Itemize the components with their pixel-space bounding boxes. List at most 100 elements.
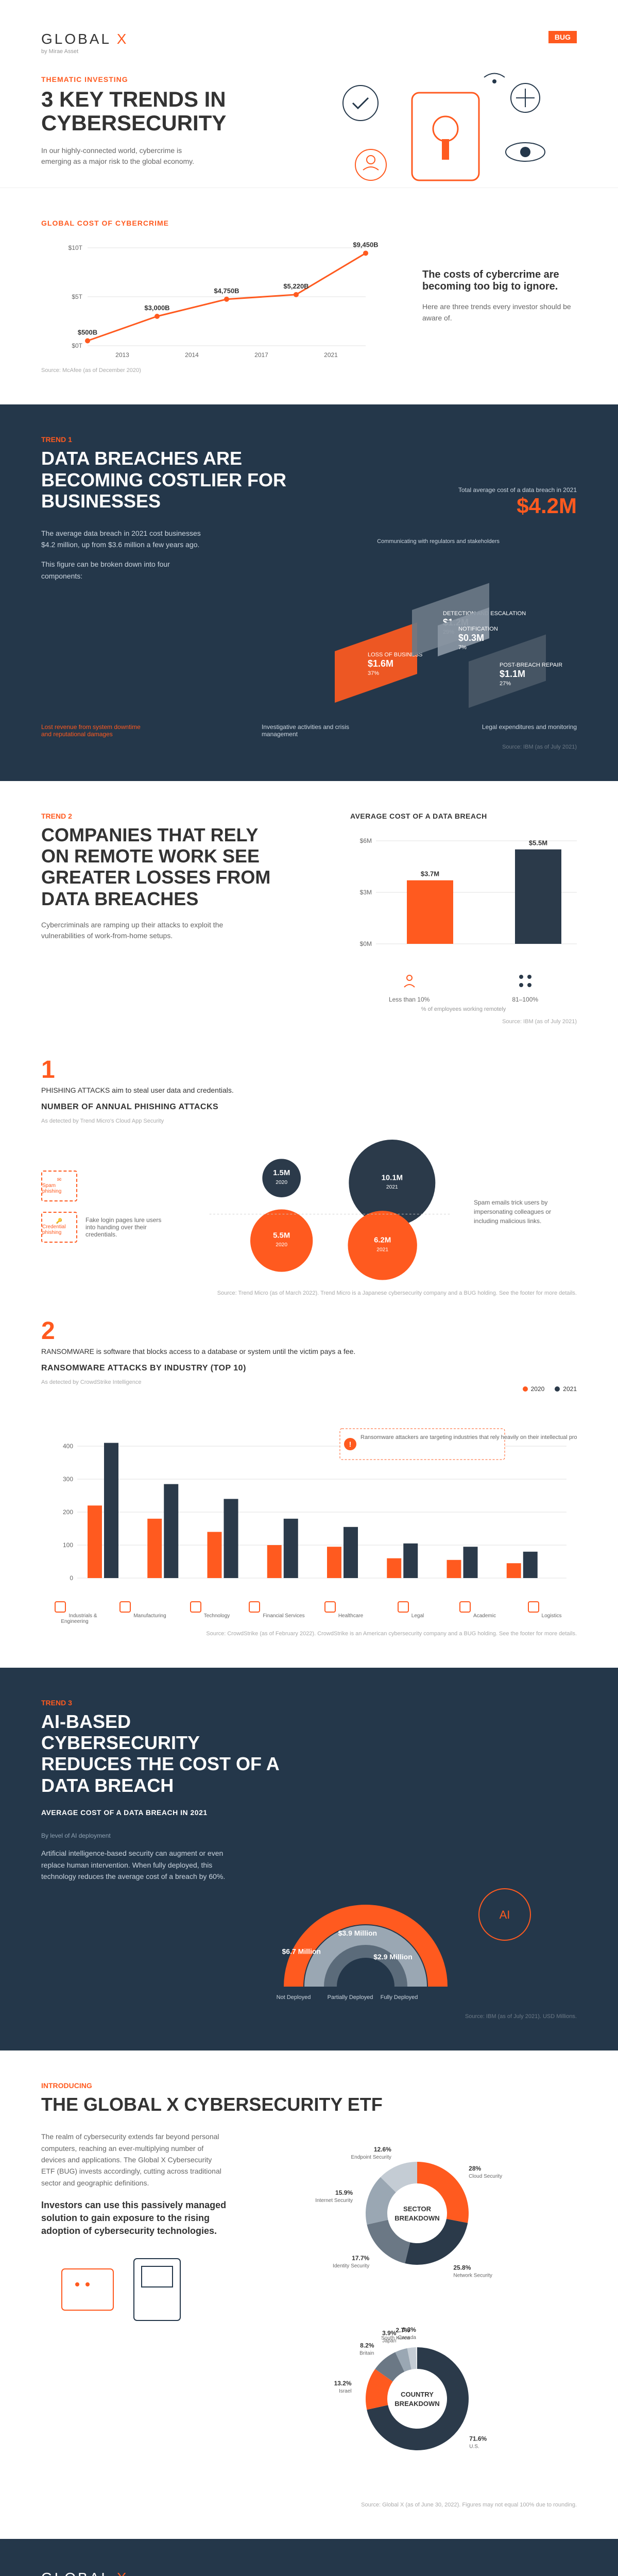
svg-text:BREAKDOWN: BREAKDOWN: [394, 2214, 439, 2222]
trend2-title: COMPANIES THAT RELY ON REMOTE WORK SEE G…: [41, 824, 288, 910]
svg-text:$5,220B: $5,220B: [283, 282, 308, 290]
svg-text:2021: 2021: [324, 351, 338, 359]
etf-p1: The realm of cybersecurity extends far b…: [41, 2131, 227, 2189]
svg-text:Endpoint Security: Endpoint Security: [351, 2155, 391, 2160]
brand-subtitle: by Mirae Asset: [41, 48, 577, 55]
svg-text:$9,450B: $9,450B: [353, 241, 378, 249]
svg-text:2020: 2020: [276, 1242, 287, 1248]
trend2-section: TREND 2 COMPANIES THAT RELY ON REMOTE WO…: [0, 781, 618, 1668]
country-donut: 71.6%U.S.13.2%Israel8.2%Britain3.9%Japan…: [258, 2316, 577, 2481]
svg-text:$6M: $6M: [360, 837, 372, 844]
svg-text:AI: AI: [500, 1908, 510, 1921]
svg-text:Internet Security: Internet Security: [315, 2198, 353, 2204]
cost-caption-text: Here are three trends every investor sho…: [422, 301, 577, 324]
ransomware-bar-chart: 0100200300400!Ransomware attackers are t…: [41, 1408, 577, 1594]
svg-text:SECTOR: SECTOR: [403, 2205, 432, 2213]
hero-title: 3 KEY TRENDS IN CYBERSECURITY: [41, 88, 258, 135]
ransomware-subsection: 2 RANSOMWARE is software that blocks acc…: [41, 1317, 577, 1637]
trend1-note-mid: Investigative activities and crisis mana…: [262, 723, 365, 738]
footer-logo: GLOBAL X by Mirae Asset: [41, 2570, 577, 2576]
svg-text:$4,750B: $4,750B: [214, 287, 239, 295]
svg-text:1.5M: 1.5M: [273, 1168, 290, 1177]
svg-text:Identity Security: Identity Security: [333, 2263, 369, 2269]
svg-text:U.S.: U.S.: [469, 2444, 479, 2450]
etf-intro: INTRODUCING: [41, 2081, 577, 2090]
svg-text:Not Deployed: Not Deployed: [277, 1994, 311, 2001]
phishing-subsection: 1 PHISHING ATTACKS aim to steal user dat…: [41, 1056, 577, 1296]
trend3-source: Source: IBM (as of July 2021). USD Milli…: [41, 2013, 577, 2020]
credential-phishing-item: 🔑Credential phishing Fake login pages lu…: [41, 1212, 185, 1243]
trend1-p2: This figure can be broken down into four…: [41, 558, 206, 582]
trend1-source: Source: IBM (as of July 2021): [41, 744, 577, 750]
trend1-label: TREND 1: [41, 435, 577, 444]
trend1-title: DATA BREACHES ARE BECOMING COSTLIER FOR …: [41, 448, 288, 512]
trend2-desc: Cybercriminals are ramping up their atta…: [41, 920, 227, 941]
svg-text:28%: 28%: [469, 2165, 481, 2172]
trend2-chart-title: AVERAGE COST OF A DATA BREACH: [350, 812, 577, 820]
phishing-source: Source: Trend Micro (as of March 2022). …: [41, 1290, 577, 1296]
svg-text:!: !: [349, 1440, 352, 1448]
trend3-section: TREND 3 AI-BASED CYBERSECURITY REDUCES T…: [0, 1668, 618, 2051]
etf-h4: Investors can use this passively managed…: [41, 2199, 227, 2238]
svg-text:NOTIFICATION: NOTIFICATION: [458, 626, 498, 632]
svg-text:10.1M: 10.1M: [382, 1173, 403, 1182]
bug-tag: BUG: [548, 31, 577, 43]
cost-section: GLOBAL COST OF CYBERCRIME $0T$5T$10T$500…: [0, 188, 618, 404]
ransom-source: Source: CrowdStrike (as of February 2022…: [41, 1631, 577, 1637]
phishing-bubble-chart: 1.5M202010.1M20215.5M20206.2M2021: [206, 1140, 453, 1284]
etf-title: THE GLOBAL X CYBERSECURITY ETF: [41, 2094, 577, 2115]
trend3-label: TREND 3: [41, 1699, 577, 1707]
svg-text:Communicating with regulators: Communicating with regulators and stakeh…: [377, 538, 500, 545]
svg-text:$5.5M: $5.5M: [529, 839, 547, 846]
phishing-note: Spam emails trick users by impersonating…: [474, 1198, 577, 1226]
svg-text:2013: 2013: [115, 351, 129, 359]
svg-text:Fully Deployed: Fully Deployed: [381, 1994, 418, 2001]
cost-source: Source: McAfee (as of December 2020): [41, 367, 391, 374]
trend3-arc-chart: $6.7 MillionNot Deployed$3.9 MillionPart…: [258, 1832, 577, 2007]
envelope-icon: ✉: [57, 1177, 61, 1183]
svg-text:25.8%: 25.8%: [453, 2264, 471, 2271]
svg-text:Britain: Britain: [359, 2350, 374, 2356]
etf-source: Source: Global X (as of June 30, 2022). …: [258, 2502, 577, 2508]
trend1-p1: The average data breach in 2021 cost bus…: [41, 528, 206, 551]
svg-text:Canada: Canada: [398, 2335, 416, 2341]
svg-text:$6.7 Million: $6.7 Million: [282, 1947, 321, 1956]
remote-high-icon: 81–100%: [512, 971, 538, 1003]
brand-logo: GLOBAL X: [41, 31, 577, 47]
svg-text:$0M: $0M: [360, 940, 372, 947]
svg-text:15.9%: 15.9%: [335, 2189, 353, 2196]
svg-text:$0T: $0T: [72, 342, 82, 349]
remote-low-icon: Less than 10%: [389, 971, 430, 1003]
svg-text:Cloud Security: Cloud Security: [469, 2174, 502, 2179]
footer-section: GLOBAL X by Mirae Asset ✱ BUG Cybersecur…: [0, 2539, 618, 2576]
svg-text:8.2%: 8.2%: [360, 2342, 374, 2349]
etf-illustration: [41, 2238, 196, 2341]
trend3-title: AI-BASED CYBERSECURITY REDUCES THE COST …: [41, 1711, 288, 1797]
trend1-iso-diagram: LOSS OF BUSINESS$1.6M37%DETECTION AND ES…: [237, 528, 577, 713]
svg-text:$3.9 Million: $3.9 Million: [338, 1929, 377, 1937]
svg-text:$2.9 Million: $2.9 Million: [373, 1953, 412, 1961]
key-icon: 🔑: [56, 1218, 62, 1224]
svg-text:$1.6M: $1.6M: [368, 658, 393, 669]
svg-text:6.2M: 6.2M: [374, 1235, 391, 1244]
cost-caption-heading: The costs of cybercrime are becoming too…: [422, 269, 577, 293]
svg-text:$3.7M: $3.7M: [421, 870, 439, 877]
trend2-bar-chart: $0M $3M $6M $3.7M $5.5M: [350, 831, 577, 964]
svg-text:POST-BREACH REPAIR: POST-BREACH REPAIR: [500, 662, 562, 668]
svg-text:200: 200: [63, 1509, 73, 1516]
sector-donut: 28%Cloud Security25.8%Network Security17…: [258, 2131, 577, 2296]
svg-text:12.6%: 12.6%: [374, 2146, 391, 2153]
svg-text:$3M: $3M: [360, 889, 372, 896]
svg-text:$5T: $5T: [72, 293, 82, 300]
svg-text:2021: 2021: [376, 1247, 388, 1252]
hero-description: In our highly-connected world, cybercrim…: [41, 145, 196, 167]
spam-phishing-item: ✉Spam phishing: [41, 1171, 185, 1201]
hero-section: GLOBAL X by Mirae Asset BUG THEMATIC INV…: [0, 0, 618, 188]
svg-text:Israel: Israel: [339, 2388, 351, 2394]
svg-text:7%: 7%: [458, 645, 467, 651]
ransom-legend: 2020 2021: [41, 1385, 577, 1393]
svg-text:2017: 2017: [254, 351, 268, 359]
svg-text:400: 400: [63, 1443, 73, 1450]
cost-label: GLOBAL COST OF CYBERCRIME: [41, 219, 391, 227]
svg-text:BREAKDOWN: BREAKDOWN: [394, 2400, 439, 2408]
